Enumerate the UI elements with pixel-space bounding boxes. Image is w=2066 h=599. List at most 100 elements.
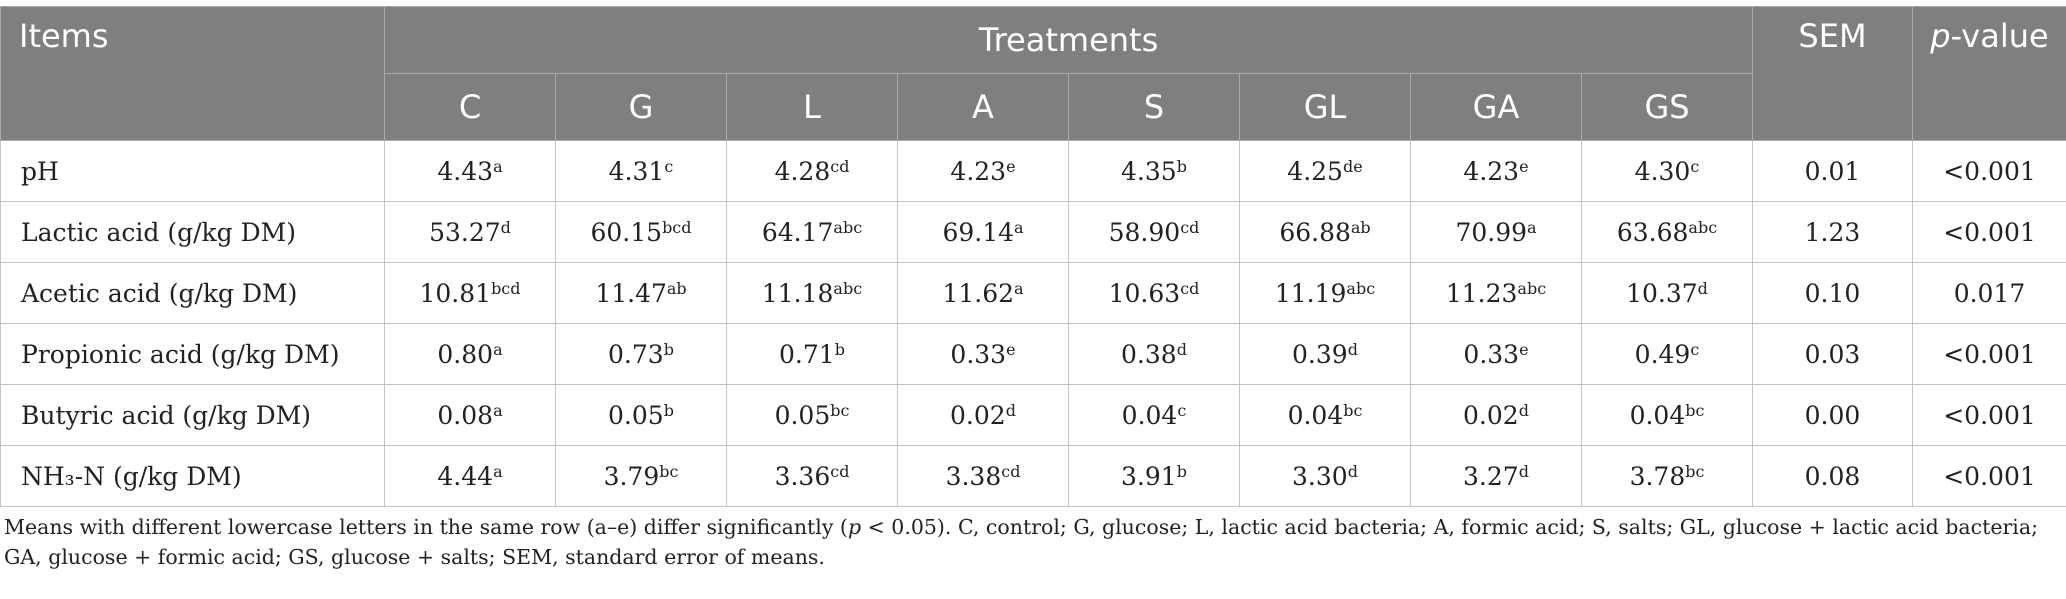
mean-value: 0.02 — [1463, 400, 1519, 430]
mean-cell: 0.38d — [1068, 323, 1240, 385]
significance-letters: b — [834, 339, 845, 359]
significance-letters: bc — [1343, 400, 1363, 420]
mean-value: 0.39 — [1292, 339, 1348, 369]
significance-letters: e — [1519, 156, 1529, 176]
mean-value: 0.73 — [608, 339, 664, 369]
mean-cell: 3.79bc — [555, 445, 727, 507]
mean-value: 64.17 — [761, 217, 834, 247]
mean-value: 60.15 — [590, 217, 663, 247]
mean-value: 58.90 — [1108, 217, 1181, 247]
significance-letters: a — [493, 156, 503, 176]
group-header: GS — [1581, 73, 1753, 141]
mean-value: 11.62 — [942, 278, 1015, 308]
mean-value: 10.37 — [1626, 278, 1698, 308]
mean-cell: 63.68abc — [1581, 201, 1753, 263]
mean-cell: 0.33e — [1410, 323, 1582, 385]
significance-letters: d — [1176, 339, 1187, 359]
significance-letters: d — [500, 217, 511, 237]
group-header: G — [555, 73, 727, 141]
mean-cell: 10.63cd — [1068, 262, 1240, 324]
mean-cell: 11.19abc — [1239, 262, 1411, 324]
mean-cell: 11.62a — [897, 262, 1069, 324]
sem-cell: 0.03 — [1752, 323, 1913, 385]
significance-letters: a — [1014, 217, 1024, 237]
mean-cell: 0.80a — [384, 323, 556, 385]
mean-cell: 0.33e — [897, 323, 1069, 385]
mean-value: 4.31 — [608, 156, 665, 186]
mean-cell: 11.18abc — [726, 262, 898, 324]
significance-letters: b — [663, 339, 674, 359]
row-label: Propionic acid (g/kg DM) — [0, 323, 385, 385]
p-value-cell: <0.001 — [1912, 323, 2066, 385]
significance-letters: cd — [1180, 278, 1200, 298]
p-value-header: p-value — [1912, 6, 2066, 141]
significance-letters: c — [1690, 339, 1700, 359]
mean-cell: 0.04bc — [1239, 384, 1411, 446]
mean-cell: 60.15bcd — [555, 201, 727, 263]
significance-letters: b — [663, 400, 674, 420]
results-table-container: Items Treatments SEM p-value C G L A S G… — [0, 6, 2066, 507]
mean-value: 3.79 — [603, 461, 660, 491]
mean-value: 0.04 — [1287, 400, 1344, 430]
items-header: Items — [0, 6, 385, 141]
significance-letters: abc — [833, 217, 863, 237]
mean-value: 70.99 — [1455, 217, 1528, 247]
group-header: GL — [1239, 73, 1411, 141]
significance-letters: e — [1006, 339, 1016, 359]
significance-letters: c — [1690, 156, 1700, 176]
mean-value: 3.27 — [1463, 461, 1519, 491]
mean-cell: 69.14a — [897, 201, 1069, 263]
significance-letters: bcd — [491, 278, 521, 298]
mean-cell: 3.36cd — [726, 445, 898, 507]
mean-cell: 0.02d — [897, 384, 1069, 446]
mean-value: 0.05 — [608, 400, 664, 430]
mean-value: 4.30 — [1634, 156, 1691, 186]
mean-cell: 4.43a — [384, 140, 556, 202]
mean-value: 0.80 — [437, 339, 494, 369]
significance-letters: cd — [1001, 461, 1021, 481]
significance-letters: c — [664, 156, 674, 176]
mean-cell: 0.05b — [555, 384, 727, 446]
table-row: Acetic acid (g/kg DM) 10.81bcd 11.47ab 11.1… — [0, 262, 2066, 324]
mean-cell: 4.35b — [1068, 140, 1240, 202]
table-footnote: Means with different lowercase letters i… — [4, 512, 2054, 572]
mean-cell: 0.04c — [1068, 384, 1240, 446]
significance-letters: c — [1177, 400, 1187, 420]
mean-value: 0.71 — [779, 339, 835, 369]
significance-letters: abc — [833, 278, 863, 298]
mean-value: 3.78 — [1629, 461, 1686, 491]
sem-header: SEM — [1752, 6, 1913, 141]
mean-value: 66.88 — [1279, 217, 1351, 247]
mean-value: 11.19 — [1274, 278, 1347, 308]
mean-cell: 0.08a — [384, 384, 556, 446]
footnote-p-symbol: p — [847, 515, 862, 539]
mean-cell: 3.38cd — [897, 445, 1069, 507]
mean-cell: 4.23e — [897, 140, 1069, 202]
mean-value: 0.02 — [950, 400, 1006, 430]
mean-cell: 10.81bcd — [384, 262, 556, 324]
significance-letters: ab — [666, 278, 687, 298]
mean-value: 3.38 — [945, 461, 1002, 491]
significance-letters: bc — [659, 461, 679, 481]
p-symbol: p — [1930, 17, 1951, 55]
mean-value: 4.25 — [1287, 156, 1343, 186]
group-header: C — [384, 73, 556, 141]
mean-cell: 3.78bc — [1581, 445, 1753, 507]
footnote-text-start: Means with different lowercase letters i… — [4, 515, 848, 539]
significance-letters: d — [1697, 278, 1708, 298]
group-header: A — [897, 73, 1069, 141]
mean-value: 0.08 — [437, 400, 494, 430]
mean-cell: 11.47ab — [555, 262, 727, 324]
group-header: S — [1068, 73, 1240, 141]
mean-cell: 4.25de — [1239, 140, 1411, 202]
mean-cell: 53.27d — [384, 201, 556, 263]
mean-value: 11.23 — [1445, 278, 1518, 308]
sem-cell: 0.10 — [1752, 262, 1913, 324]
mean-value: 0.33 — [1463, 339, 1520, 369]
significance-letters: d — [1347, 461, 1358, 481]
mean-value: 3.36 — [774, 461, 831, 491]
p-value-cell: <0.001 — [1912, 384, 2066, 446]
mean-cell: 3.91b — [1068, 445, 1240, 507]
footnote-text-end: < 0.05). C, control; G, glucose; L, lact… — [4, 515, 2038, 569]
mean-cell: 4.28cd — [726, 140, 898, 202]
